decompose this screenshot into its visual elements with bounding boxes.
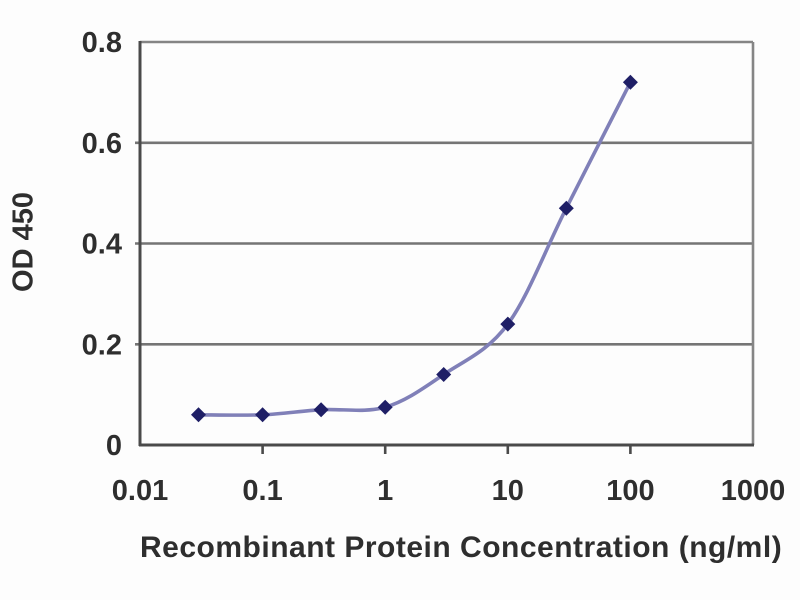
y-tick-label: 0.2 (82, 329, 122, 361)
data-point-marker (558, 200, 574, 216)
y-tick-label: 0.6 (82, 128, 122, 160)
y-tick-label: 0.8 (82, 27, 122, 59)
x-axis-title: Recombinant Protein Concentration (ng/ml… (140, 531, 783, 564)
data-point-marker (191, 407, 206, 423)
series-line (196, 80, 633, 417)
data-point-marker (436, 367, 452, 382)
data-point-marker (500, 316, 516, 332)
x-tick-label: 1 (377, 475, 393, 507)
x-tick-label: 10 (492, 475, 524, 507)
data-point-marker (377, 399, 393, 415)
x-tick-label: 1000 (721, 475, 786, 507)
x-tick-label: 0.01 (112, 475, 168, 507)
x-tick-label: 0.1 (242, 475, 282, 507)
data-point-marker (255, 407, 271, 423)
y-tick-label: 0 (106, 430, 122, 462)
x-tick-label: 100 (606, 475, 654, 507)
data-point-marker (313, 402, 329, 418)
y-axis-title: OD 450 (7, 192, 40, 292)
y-tick-label: 0.4 (82, 229, 122, 261)
data-point-marker (622, 74, 638, 90)
